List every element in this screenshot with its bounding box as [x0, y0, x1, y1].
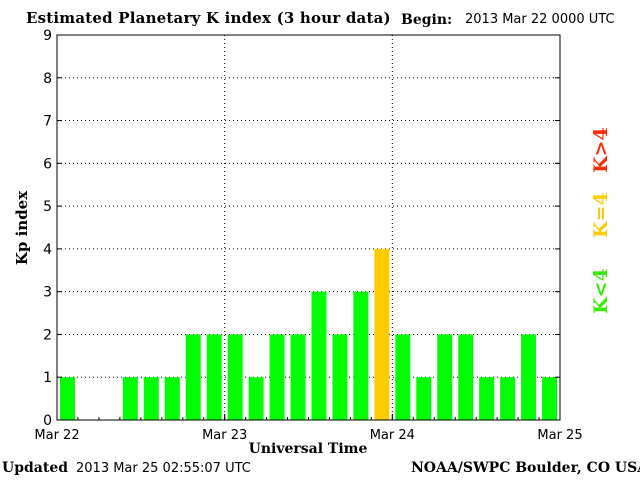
kp-bar: [332, 334, 348, 420]
kp-bar: [185, 334, 201, 420]
y-tick-label: 5: [43, 199, 52, 215]
y-tick-label: 7: [43, 114, 52, 130]
kp-bar: [122, 377, 138, 420]
chart-title: Estimated Planetary K index (3 hour data…: [26, 9, 391, 27]
kp-bar: [248, 377, 264, 420]
plot-frame: [56, 34, 561, 421]
kp-bar: [353, 291, 369, 420]
kp-bar: [311, 291, 327, 420]
y-tick-label: 3: [43, 285, 52, 301]
y-tick-label: 6: [43, 156, 52, 172]
x-axis-label: Universal Time: [249, 441, 368, 457]
legend-k-greater-4: K>4: [590, 127, 612, 173]
x-tick-label: Mar 25: [537, 428, 582, 443]
y-tick-label: 4: [43, 242, 52, 258]
source-credit: NOAA/SWPC Boulder, CO USA: [411, 460, 640, 476]
y-tick-label: 8: [43, 71, 52, 87]
x-tick-label: Mar 22: [34, 428, 79, 443]
kp-bar: [458, 334, 474, 420]
kp-bar: [60, 377, 75, 420]
y-axis-label: Kp index: [13, 190, 31, 265]
kp-bar: [227, 334, 243, 420]
kp-bar: [143, 377, 159, 420]
kp-bar: [521, 334, 537, 420]
y-tick-label: 9: [43, 28, 52, 44]
kp-bar: [374, 248, 390, 420]
kp-bar: [437, 334, 453, 420]
kp-bar: [395, 334, 411, 420]
x-tick-label: Mar 23: [202, 428, 247, 443]
kp-bar: [416, 377, 432, 420]
legend-k-less-4: K<4: [590, 268, 612, 314]
y-tick-label: 2: [43, 327, 52, 343]
y-tick-label: 0: [43, 413, 52, 429]
begin-value: 2013 Mar 22 0000 UTC: [465, 12, 615, 27]
x-tick-label: Mar 24: [370, 428, 415, 443]
kp-bar: [479, 377, 495, 420]
kp-bar: [290, 334, 306, 420]
bars: [60, 248, 557, 420]
legend-k-equal-4: K=4: [590, 192, 612, 238]
kp-bar: [269, 334, 285, 420]
updated-value: 2013 Mar 25 02:55:07 UTC: [76, 461, 251, 476]
kp-bar: [500, 377, 516, 420]
begin-label: Begin:: [401, 12, 453, 28]
grid-lines: [57, 35, 560, 420]
kp-bar: [206, 334, 222, 420]
kp-bar: [542, 377, 557, 420]
kp-bar: [164, 377, 180, 420]
updated-label: Updated: [2, 460, 69, 476]
y-tick-label: 1: [43, 370, 52, 386]
ticks: 0 1 2 3 4 5 6 7 8 9 Mar 22 Mar 23 Mar 24 Mar 25: [34, 28, 582, 443]
